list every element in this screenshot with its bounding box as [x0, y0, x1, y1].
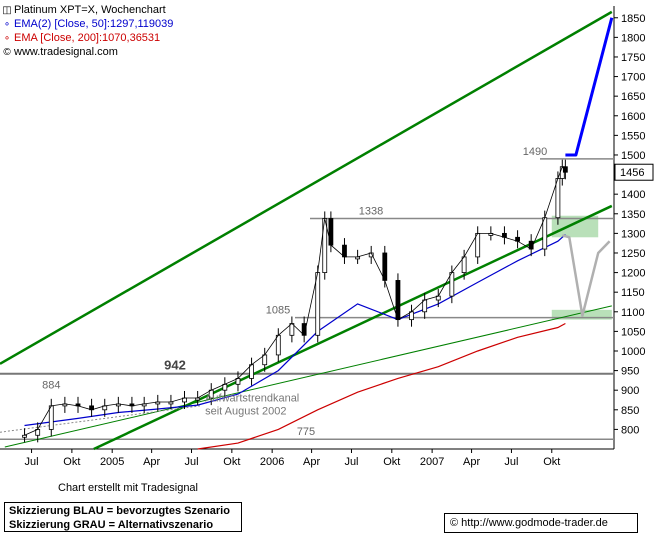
- y-axis: 800 850 900 950 1000 1050 1100 1150 1200 1250 1300…: [614, 13, 654, 436]
- price-label-884: 884: [42, 379, 60, 391]
- y-tick-label: 1600: [621, 111, 645, 123]
- price-candle: [249, 364, 254, 379]
- y-tick-label: 800: [621, 424, 639, 436]
- annotation-line1: Aufwärtstrendkanal: [205, 393, 299, 405]
- scenario-sketches: [561, 17, 614, 317]
- copyright-icon: ©: [450, 517, 459, 529]
- note-line-grey: Skizzierung GRAU = Alternativszenario: [9, 519, 214, 531]
- y-tick-label: 1350: [621, 209, 645, 221]
- y-tick-label: 1850: [621, 13, 645, 25]
- x-tick-label: Apr: [143, 456, 160, 468]
- trend-line: [4, 305, 612, 448]
- price-candle: [22, 434, 27, 438]
- x-tick-label: Okt: [63, 456, 80, 468]
- price-candle: [449, 272, 455, 297]
- legend-website-row: © www.tradesignal.com: [2, 45, 118, 60]
- price-candle: [555, 178, 561, 219]
- level-labels: 775 942 1085 1338 1490 884: [42, 146, 547, 438]
- legend-title-row: ◫ Platinum XPT=X, Wochenchart: [2, 3, 166, 18]
- price-candle: [328, 218, 334, 246]
- y-tick-label: 1500: [621, 150, 645, 162]
- copyright-icon: ©: [3, 47, 11, 58]
- annotation-line2: seit August 2002: [205, 406, 286, 418]
- x-tick-label: 2007: [420, 456, 444, 468]
- scenario-note-box: Skizzierung BLAU = bevorzugtes Szenario …: [4, 502, 242, 532]
- price-series: [22, 159, 568, 443]
- price-candle: [48, 405, 54, 430]
- note-line-blue: Skizzierung BLAU = bevorzugtes Szenario: [9, 505, 230, 517]
- legend-ema200: EMA [Close, 200]:1070,36531: [14, 32, 161, 44]
- x-tick-label: 2005: [100, 456, 124, 468]
- credit-box: © http://www.godmode-trader.de: [444, 513, 638, 533]
- made-with-label: Chart erstellt mit Tradesignal: [58, 482, 198, 494]
- level-label-775: 775: [297, 426, 315, 438]
- x-tick-label: Apr: [303, 456, 320, 468]
- y-tick-label: 1550: [621, 130, 645, 142]
- trend-line: [0, 405, 200, 433]
- y-tick-label: 900: [621, 385, 639, 397]
- trend-line: [0, 10, 613, 365]
- y-tick-label: 1300: [621, 228, 645, 240]
- x-tick-label: 2006: [260, 456, 284, 468]
- price-candle: [542, 217, 548, 250]
- y-tick-label: 1750: [621, 52, 645, 64]
- x-tick-label: Okt: [543, 456, 560, 468]
- y-tick-label: 850: [621, 405, 639, 417]
- price-candle: [382, 252, 388, 281]
- x-tick-label: Apr: [463, 456, 480, 468]
- price-candle: [275, 334, 281, 356]
- x-tick-label: Okt: [383, 456, 400, 468]
- y-tick-label: 1800: [621, 32, 645, 44]
- credit-link[interactable]: http://www.godmode-trader.de: [461, 517, 608, 529]
- x-tick-label: Jul: [504, 456, 518, 468]
- level-label-1490: 1490: [523, 146, 547, 158]
- trend-lines: [0, 10, 613, 451]
- ema-line: [197, 322, 566, 450]
- x-axis: Jul Okt 2005 Apr Jul Okt 2006 Apr Jul Okt 2007 Apr J…: [25, 449, 560, 468]
- x-tick-label: Jul: [344, 456, 358, 468]
- legend-title: Platinum XPT=X, Wochenchart: [14, 4, 166, 16]
- x-tick-label: Okt: [223, 456, 240, 468]
- legend-ema200-row: ∘ EMA [Close, 200]:1070,36531: [2, 31, 160, 46]
- x-tick-label: Jul: [184, 456, 198, 468]
- price-candle: [475, 232, 481, 258]
- support-zone: [551, 215, 599, 238]
- y-tick-label: 1000: [621, 346, 645, 358]
- level-label-1085: 1085: [266, 305, 290, 317]
- line-series-icon: ∘: [3, 19, 11, 30]
- x-tick-label: Jul: [25, 456, 39, 468]
- y-tick-label: 1650: [621, 91, 645, 103]
- price-line: [24, 165, 566, 436]
- y-tick-label: 950: [621, 366, 639, 378]
- price-candle: [315, 272, 321, 336]
- scenario-line: [565, 17, 614, 157]
- y-tick-label: 1050: [621, 326, 645, 338]
- legend-ema50: EMA(2) [Close, 50]:1297,119039: [14, 18, 174, 30]
- line-series-icon: ∘: [3, 33, 11, 44]
- price-candle: [395, 280, 401, 321]
- current-price-label: 1456: [620, 167, 644, 179]
- y-tick-label: 1150: [621, 287, 645, 299]
- scenario-line: [561, 234, 611, 317]
- level-label-942: 942: [164, 358, 186, 373]
- y-tick-label: 1250: [621, 248, 645, 260]
- y-tick-label: 1400: [621, 189, 645, 201]
- level-label-1338: 1338: [359, 205, 383, 217]
- y-tick-label: 1100: [621, 307, 645, 319]
- current-price-box: [614, 163, 654, 181]
- plot-area: [0, 6, 614, 449]
- legend-ema50-row: ∘ EMA(2) [Close, 50]:1297,119039: [2, 17, 174, 32]
- candlestick-icon: ◫: [2, 5, 12, 16]
- y-tick-label: 1200: [621, 268, 645, 280]
- legend-website[interactable]: www.tradesignal.com: [14, 46, 118, 58]
- y-tick-label: 1700: [621, 72, 645, 84]
